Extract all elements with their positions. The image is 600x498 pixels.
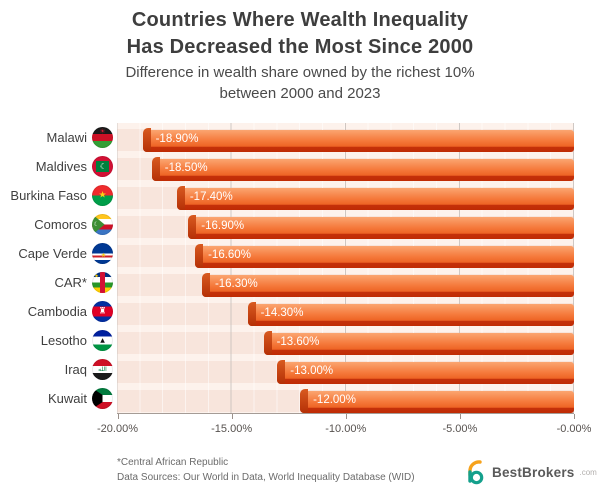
footnote-line1: *Central African Republic bbox=[117, 457, 229, 468]
axis-tick bbox=[345, 414, 347, 419]
chart-title-line2: Has Decreased the Most Since 2000 bbox=[126, 36, 474, 58]
country-label: Burkina Faso bbox=[10, 188, 87, 203]
country-row: Kuwait bbox=[0, 384, 114, 413]
axis-tick-label: -5.00% bbox=[442, 423, 478, 435]
axis-tick bbox=[459, 414, 461, 419]
flag-icon: ♜ bbox=[92, 301, 113, 322]
country-label: Lesotho bbox=[40, 333, 87, 348]
bar-value-label: -17.40% bbox=[189, 191, 233, 203]
footnote: *Central African Republic Data Sources: … bbox=[117, 455, 415, 485]
bar-cap bbox=[201, 273, 210, 297]
bar-cap bbox=[300, 389, 309, 413]
flag-icon: ☀ bbox=[92, 127, 113, 148]
bar-value-label: -14.30% bbox=[260, 307, 304, 319]
country-row: Cape Verde ★ bbox=[0, 239, 114, 268]
bar-value-label: -18.50% bbox=[164, 162, 208, 174]
axis-tick bbox=[117, 414, 119, 419]
bar: -12.00% bbox=[300, 389, 574, 413]
bar-cap bbox=[151, 157, 160, 181]
axis-tick-label: -10.00% bbox=[325, 423, 367, 435]
chart-subtitle: Difference in wealth share owned by the … bbox=[0, 62, 600, 104]
bar-value-label: -13.00% bbox=[290, 365, 334, 377]
flag-icon: الله bbox=[92, 359, 113, 380]
country-row: Maldives ☾ bbox=[0, 152, 114, 181]
bar-value-label: -12.00% bbox=[313, 394, 356, 406]
flag-icon: ☾ bbox=[92, 156, 113, 177]
logo-text: BestBrokers bbox=[492, 464, 575, 480]
bar-value-label: -18.90% bbox=[155, 133, 199, 145]
bar: -16.60% bbox=[195, 244, 574, 268]
chart-subtitle-line2: between 2000 and 2023 bbox=[219, 85, 381, 102]
country-label: Kuwait bbox=[47, 391, 87, 406]
axis-tick bbox=[574, 414, 575, 419]
country-row: Comoros ☾ bbox=[0, 210, 114, 239]
country-label: Comoros bbox=[34, 217, 87, 232]
flag-icon: ▲ bbox=[92, 330, 113, 351]
country-row: Burkina Faso ★ bbox=[0, 181, 114, 210]
bar-cap bbox=[195, 244, 204, 268]
bestbrokers-b-icon bbox=[468, 460, 484, 485]
logo-suffix: .com bbox=[579, 467, 597, 477]
bar: -16.90% bbox=[188, 215, 574, 239]
flag-icon: ★ bbox=[92, 185, 113, 206]
country-label: Maldives bbox=[35, 159, 87, 174]
flag-icon: ☾ bbox=[92, 214, 113, 235]
bar: -18.90% bbox=[142, 128, 574, 152]
category-axis: Malawi ☀ Maldives ☾ Burkina Faso ★ Comoros ☾ Cap… bbox=[0, 123, 114, 413]
bar: -13.00% bbox=[277, 360, 574, 384]
bar: -18.50% bbox=[151, 157, 574, 181]
country-row: Lesotho ▲ bbox=[0, 326, 114, 355]
bar-value-label: -13.60% bbox=[276, 336, 320, 348]
chart-subtitle-line1: Difference in wealth share owned by the … bbox=[125, 64, 475, 81]
bar: -16.30% bbox=[201, 273, 574, 297]
country-label: Cape Verde bbox=[18, 246, 87, 261]
bar-value-label: -16.60% bbox=[208, 249, 251, 261]
country-row: Malawi ☀ bbox=[0, 123, 114, 152]
footnote-line2: Data Sources: Our World in Data, World I… bbox=[117, 472, 415, 483]
chart-title: Countries Where Wealth Inequality Has De… bbox=[0, 7, 600, 61]
bar-value-label: -16.30% bbox=[214, 278, 258, 290]
bar-value-label: -16.90% bbox=[201, 220, 245, 232]
bar: -17.40% bbox=[176, 186, 574, 210]
bar-cap bbox=[188, 215, 197, 239]
bar: -14.30% bbox=[247, 302, 574, 326]
bar-cap bbox=[263, 331, 272, 355]
country-row: Cambodia ♜ bbox=[0, 297, 114, 326]
bar-cap bbox=[247, 302, 256, 326]
country-label: Cambodia bbox=[27, 304, 87, 319]
flag-icon bbox=[92, 388, 113, 409]
bar: -13.60% bbox=[263, 331, 574, 355]
country-row: CAR* ★ bbox=[0, 268, 114, 297]
flag-icon: ★ bbox=[92, 243, 113, 264]
axis-tick-label: -0.00% bbox=[556, 423, 592, 435]
bar-cap bbox=[176, 186, 185, 210]
flag-icon: ★ bbox=[92, 272, 113, 293]
axis-tick bbox=[231, 414, 233, 419]
chart-title-line1: Countries Where Wealth Inequality bbox=[131, 9, 469, 31]
country-label: Iraq bbox=[64, 362, 87, 377]
country-label: CAR* bbox=[54, 275, 87, 290]
bar-cap bbox=[142, 128, 151, 152]
country-row: Iraq الله bbox=[0, 355, 114, 384]
axis-tick-label: -20.00% bbox=[97, 423, 138, 435]
axis-tick-label: -15.00% bbox=[211, 423, 253, 435]
bestbrokers-logo: BestBrokers .com bbox=[464, 458, 597, 486]
country-label: Malawi bbox=[46, 130, 87, 145]
bar-cap bbox=[277, 360, 286, 384]
